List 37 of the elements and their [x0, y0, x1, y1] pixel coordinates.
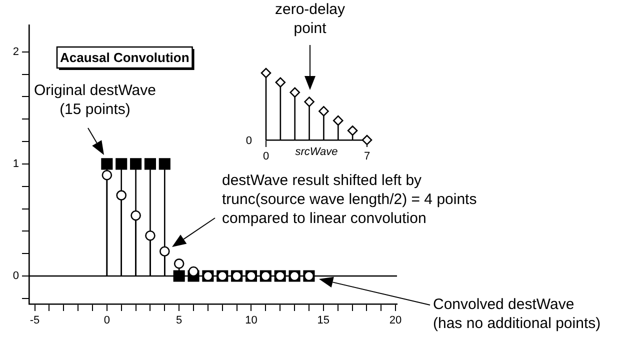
- text: Acausal Convolution: [60, 50, 190, 65]
- annotation: zero-delay point: [274, 1, 346, 37]
- y-tick-label: 0: [12, 270, 19, 282]
- x-tick-label: 10: [245, 314, 258, 327]
- point: [260, 68, 272, 78]
- point: [188, 266, 199, 277]
- annotation: destWave result shifted left by trunc(source wave length/2) = 4 points compared to linear convolution: [222, 172, 477, 227]
- point: [130, 158, 142, 170]
- x-tick-label: 5: [176, 314, 182, 327]
- x-tick-label: 7: [364, 150, 370, 163]
- point: [144, 158, 156, 170]
- point: [174, 258, 184, 269]
- point: [275, 77, 286, 88]
- y-tick-label: 2: [12, 46, 19, 58]
- point: [304, 96, 314, 107]
- text: Convolved destWave (has no additional points): [433, 296, 601, 332]
- point: [130, 210, 141, 221]
- point: [318, 106, 329, 116]
- point: [101, 158, 113, 170]
- point: [116, 158, 128, 170]
- y-tick-label: 1: [12, 158, 19, 170]
- x-tick-label: 15: [317, 314, 330, 327]
- annotation: 0: [246, 135, 252, 147]
- annotation: Original destWave (15 points): [34, 82, 156, 118]
- x-tick-label: 0: [104, 314, 110, 327]
- point: [116, 190, 127, 200]
- point: [102, 170, 112, 180]
- x-axis-title: srcWave: [295, 146, 338, 158]
- point: [290, 87, 300, 98]
- point: [332, 115, 344, 126]
- point: [158, 158, 170, 170]
- point: [173, 270, 185, 282]
- point: [145, 230, 156, 241]
- point: [160, 246, 170, 256]
- point: [347, 125, 358, 136]
- x-tick-label: -5: [30, 314, 40, 327]
- x-tick-label: 20: [389, 314, 402, 327]
